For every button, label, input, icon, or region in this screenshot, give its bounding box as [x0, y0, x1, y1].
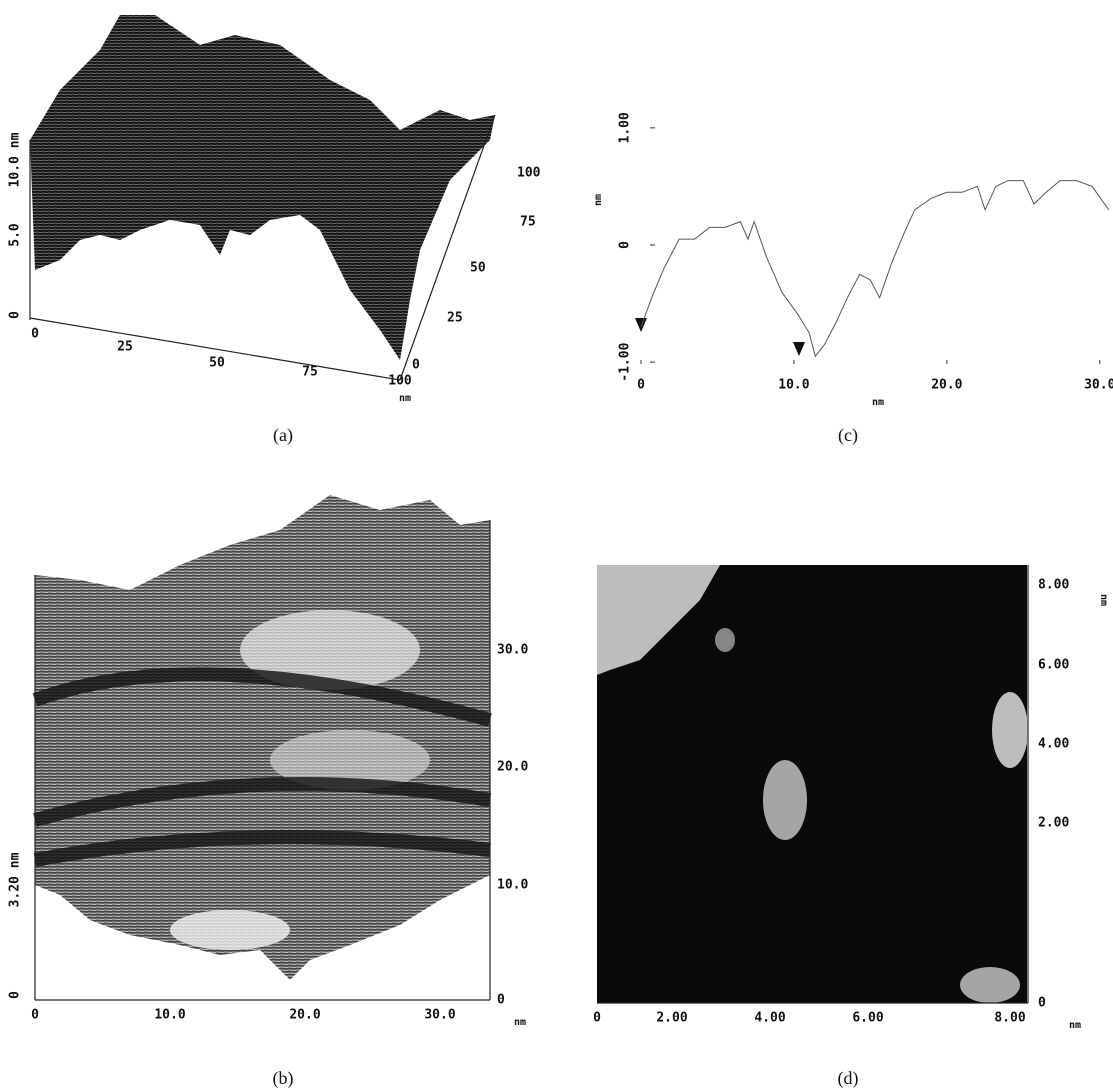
x-tick-label: 20.0: [289, 1008, 320, 1023]
profile-line: [641, 181, 1109, 357]
x-tick-label: 30.0: [1084, 378, 1113, 393]
z-tick-label: 10.0 nm: [8, 132, 23, 187]
y-tick-label: 50: [470, 261, 486, 276]
y-tick-label: 2.00: [1038, 816, 1069, 831]
x-tick-label: 2.00: [656, 1011, 687, 1026]
surface-b: [35, 495, 490, 1000]
figure: 05.010.0 nm02550751000255075100nm(a)03.2…: [0, 0, 1113, 1090]
y-tick-label: 0: [412, 358, 420, 373]
x-tick-label: 50: [209, 356, 225, 371]
axis-unit: nm: [1069, 1020, 1081, 1031]
y-tick-label: 1.00: [618, 112, 633, 143]
x-tick-label: 0: [593, 1011, 601, 1026]
profile-chart: [635, 128, 1109, 364]
caption: (c): [838, 425, 858, 446]
y-tick-label: 4.00: [1038, 737, 1069, 752]
x-tick-label: 20.0: [931, 378, 962, 393]
y-tick-label: 30.0: [497, 643, 528, 658]
x-tick-label: 8.00: [994, 1011, 1025, 1026]
x-tick-label: 0: [31, 327, 39, 342]
y-tick-label: 0: [1038, 996, 1046, 1011]
axis-unit: nm: [1098, 594, 1109, 606]
x-tick-label: 0: [31, 1008, 39, 1023]
axis-unit: nm: [399, 393, 411, 404]
y-tick-label: -1.00: [618, 342, 633, 381]
caption: (a): [273, 425, 293, 446]
x-tick-label: 6.00: [852, 1011, 883, 1026]
y-tick-label: 100: [517, 166, 541, 181]
z-tick-label: 0: [8, 991, 23, 999]
y-tick-label: 8.00: [1038, 578, 1069, 593]
z-tick-label: 3.20 nm: [8, 852, 23, 907]
x-tick-label: 75: [302, 365, 318, 380]
y-tick-label: 20.0: [497, 760, 528, 775]
z-tick-label: 5.0: [8, 223, 23, 247]
caption: (d): [838, 1068, 859, 1089]
caption: (b): [273, 1068, 294, 1089]
y-tick-label: 0: [618, 241, 633, 249]
y-axis-label: nm: [593, 194, 604, 206]
x-tick-label: 0: [637, 378, 645, 393]
x-tick-label: 10.0: [154, 1008, 185, 1023]
z-tick-label: 0: [8, 311, 23, 319]
y-tick-label: 0: [497, 993, 505, 1008]
x-tick-label: 10.0: [778, 378, 809, 393]
y-tick-label: 25: [447, 311, 463, 326]
x-axis-label: nm: [872, 397, 884, 408]
x-tick-label: 30.0: [424, 1008, 455, 1023]
y-tick-label: 10.0: [497, 878, 528, 893]
x-tick-label: 4.00: [754, 1011, 785, 1026]
x-tick-label: 100: [388, 374, 412, 389]
x-tick-label: 25: [117, 340, 133, 355]
surface-a: [30, 15, 495, 380]
y-tick-label: 75: [520, 215, 536, 230]
height-image: [597, 565, 1028, 1003]
axis-unit: nm: [514, 1017, 526, 1028]
y-tick-label: 6.00: [1038, 658, 1069, 673]
